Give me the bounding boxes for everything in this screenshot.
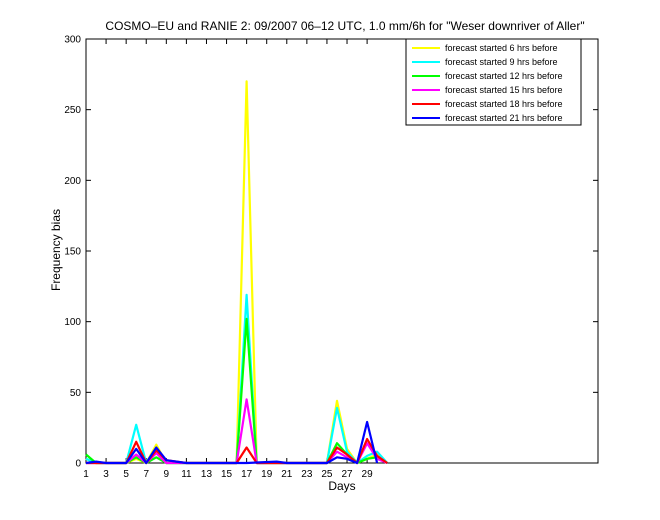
y-tick-label: 50 [70, 388, 82, 399]
x-tick-label: 9 [164, 469, 170, 480]
y-tick-label: 200 [64, 176, 81, 187]
x-tick-label: 15 [221, 469, 233, 480]
x-tick-label: 17 [241, 469, 253, 480]
x-tick-label: 23 [301, 469, 313, 480]
x-tick-label: 5 [123, 469, 129, 480]
y-axis-label: Frequency bias [49, 209, 63, 291]
y-tick-label: 250 [64, 105, 81, 116]
x-axis: 1 3 5 7 9 11 13 15 17 19 21 23 25 27 29 [83, 39, 373, 480]
legend-label-1: forecast started 6 hrs before [445, 43, 558, 53]
series-lines [85, 80, 389, 465]
legend: forecast started 6 hrs before forecast st… [405, 38, 582, 126]
x-tick-label: 21 [281, 469, 293, 480]
y-tick-label: 100 [64, 317, 81, 328]
legend-box [405, 38, 582, 126]
chart-title: COSMO–EU and RANIE 2: 09/2007 06–12 UTC,… [105, 19, 584, 33]
x-axis-label: Days [328, 479, 355, 493]
legend-label-5: forecast started 18 hrs before [445, 99, 563, 109]
x-tick-label: 19 [261, 469, 273, 480]
legend-label-6: forecast started 21 hrs before [445, 113, 563, 123]
x-tick-label: 25 [321, 469, 333, 480]
y-tick-label: 300 [64, 35, 81, 46]
y-tick-label: 0 [75, 459, 81, 470]
y-tick-label: 150 [64, 247, 81, 258]
x-tick-label: 27 [341, 469, 353, 480]
x-tick-label: 7 [143, 469, 149, 480]
x-tick-label: 3 [103, 469, 109, 480]
x-tick-label: 29 [362, 469, 374, 480]
x-tick-label: 1 [83, 469, 89, 480]
legend-label-4: forecast started 15 hrs before [445, 85, 563, 95]
x-tick-label: 13 [201, 469, 213, 480]
legend-label-3: forecast started 12 hrs before [445, 71, 563, 81]
series-line-6 [85, 420, 379, 465]
series-line-3 [85, 317, 388, 465]
x-tick-label: 11 [181, 469, 192, 480]
legend-label-2: forecast started 9 hrs before [445, 57, 558, 67]
